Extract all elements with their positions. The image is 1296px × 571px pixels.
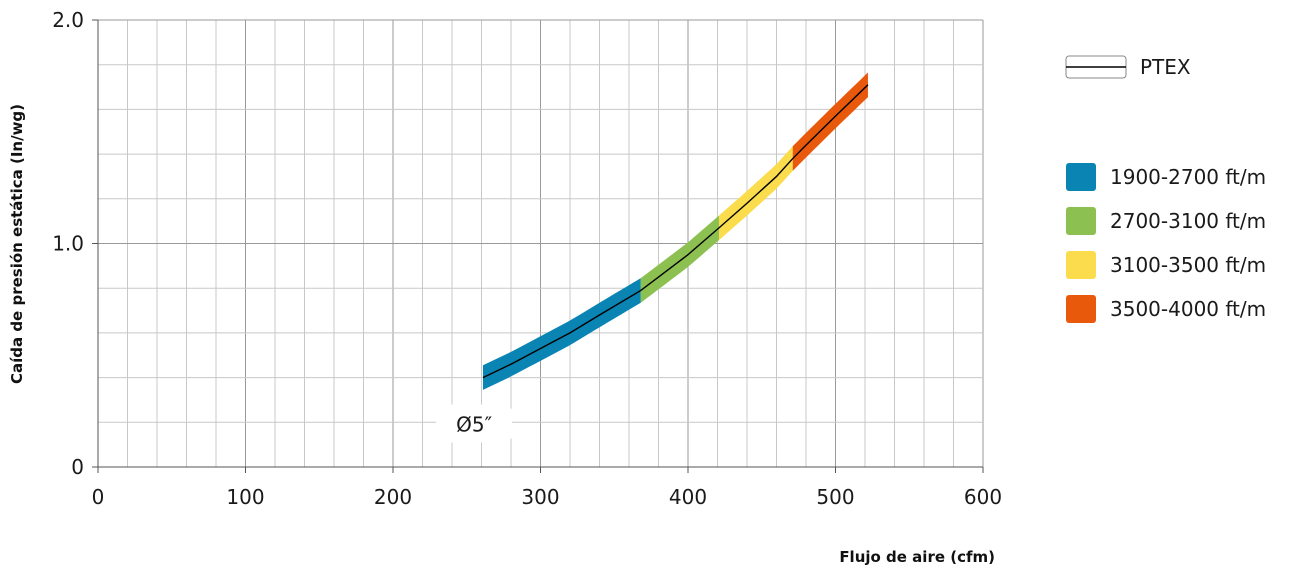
x-tick-label: 300 [521, 485, 559, 509]
legend: PTEX 1900-2700 ft/m 2700-3100 ft/m 3100-350… [1065, 55, 1266, 323]
y-tick-label: 2.0 [52, 8, 84, 32]
x-tick-label: 400 [669, 485, 707, 509]
series-line-1 [482, 84, 869, 379]
legend-band-swatch [1066, 295, 1096, 323]
legend-band-swatch [1066, 207, 1096, 235]
legend-band-label: 1900-2700 ft/m [1110, 165, 1266, 189]
x-tick-label: 200 [374, 485, 412, 509]
annotation-box [436, 404, 513, 443]
annotations: Ø5″ [436, 404, 513, 443]
velocity-band-1 [482, 278, 641, 390]
grid [97, 19, 984, 468]
legend-band-swatch [1066, 163, 1096, 191]
legend-band-label: 3100-3500 ft/m [1110, 253, 1266, 277]
y-tick-label: 1.0 [52, 232, 84, 256]
x-tick-label: 0 [92, 485, 105, 509]
velocity-band-2 [640, 215, 719, 303]
x-tick-label: 500 [816, 485, 854, 509]
annotation-label: Ø5″ [456, 413, 492, 437]
x-tick-label: 600 [964, 485, 1002, 509]
x-axis-title: Flujo de aire (cfm) [839, 548, 995, 566]
tick-labels: 0 100 200 300 400 500 600 0 1.0 2.0 [52, 8, 1002, 509]
legend-label: PTEX [1140, 55, 1191, 79]
series-lines [482, 84, 869, 379]
velocity-band-3 [718, 146, 793, 241]
y-axis-title: Caída de presión estática (In/wg) [8, 104, 26, 384]
legend-band-label: 2700-3100 ft/m [1110, 209, 1266, 233]
legend-band-label: 3500-4000 ft/m [1110, 297, 1266, 321]
x-tick-label: 100 [226, 485, 264, 509]
y-tick-label: 0 [71, 455, 84, 479]
legend-band-swatch [1066, 251, 1096, 279]
